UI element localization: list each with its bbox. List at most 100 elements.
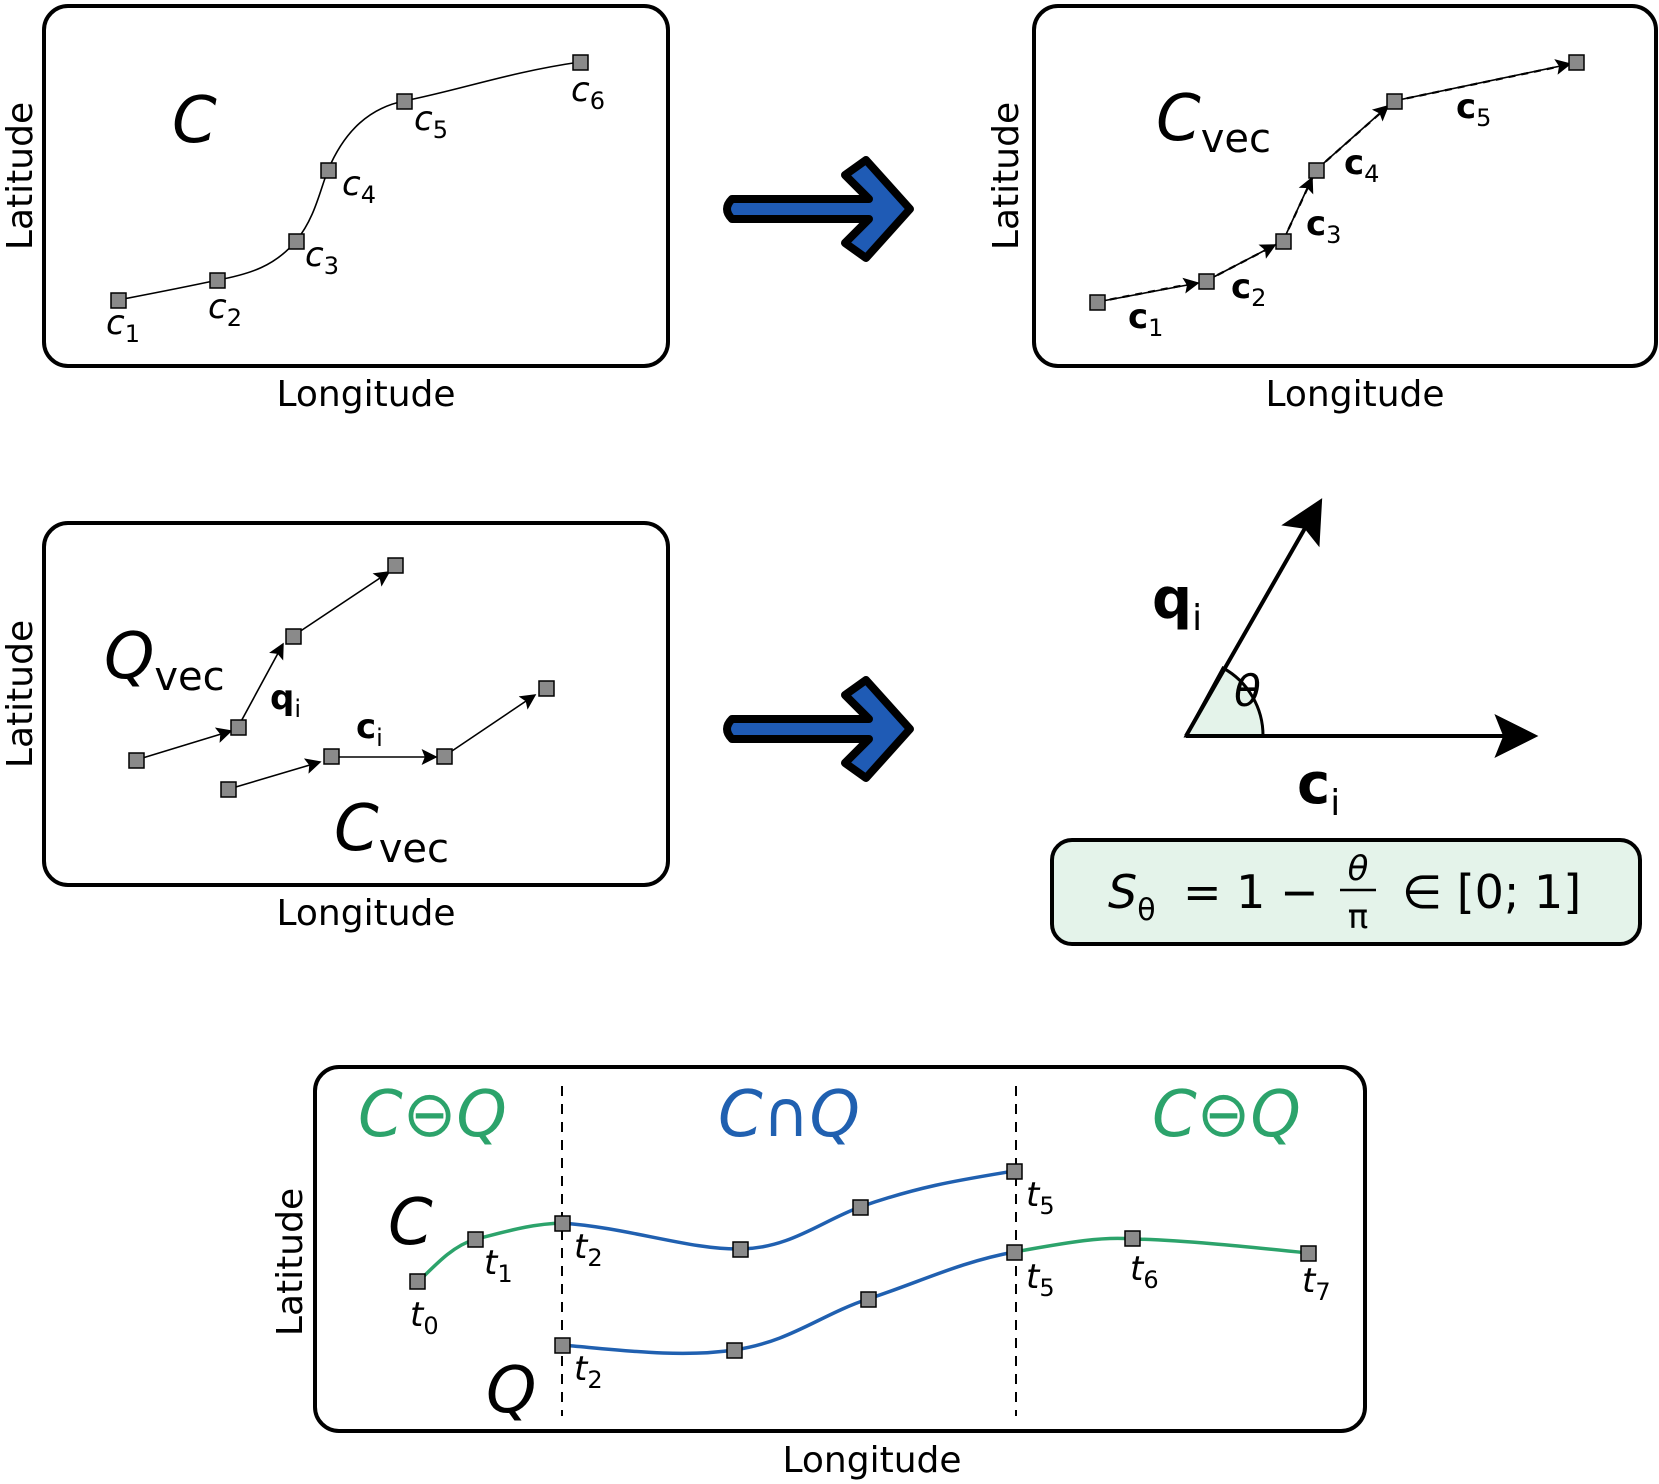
panel-overlap-regions: Latitude Longitude C⊖Q C∩Q C⊖Q C Q t0 t1… bbox=[270, 1065, 1367, 1481]
trajectory-point bbox=[409, 1273, 426, 1290]
formula-box bbox=[1050, 838, 1642, 946]
trajectory-point bbox=[572, 54, 589, 71]
trajectory-point bbox=[1006, 1244, 1023, 1261]
vector-label: c3 bbox=[1306, 204, 1341, 249]
formula-numerator: θ bbox=[1348, 849, 1369, 889]
point-label: t6 bbox=[1130, 1249, 1159, 1294]
x-axis-label: Longitude bbox=[276, 374, 455, 415]
ci-label: ci bbox=[1297, 752, 1340, 824]
curve-q-label: Q bbox=[486, 1354, 536, 1428]
formula-lhs: Sθ bbox=[1108, 865, 1156, 928]
candidate-vector bbox=[445, 694, 537, 756]
trajectory-q-overlap bbox=[561, 1250, 1015, 1356]
trajectory-vector bbox=[1096, 277, 1200, 303]
formula-range: ∈ [0; 1] bbox=[1402, 865, 1581, 919]
vector-label: c1 bbox=[1128, 297, 1163, 342]
candidate-vectors-label: Cvec bbox=[334, 792, 449, 872]
vector-label: c4 bbox=[1344, 143, 1379, 188]
point-label: t2 bbox=[574, 1227, 603, 1272]
point-label: c1 bbox=[106, 303, 140, 348]
formula-eq: = 1 − bbox=[1183, 865, 1319, 919]
similarity-formula: Sθ = 1 − θ π ∈ [0; 1] bbox=[1108, 849, 1581, 937]
vector-label: c5 bbox=[1456, 87, 1491, 132]
point-label: t0 bbox=[410, 1295, 439, 1340]
panel-frame bbox=[313, 1065, 1367, 1433]
panel-frame bbox=[1032, 4, 1658, 368]
vector-label: c2 bbox=[1231, 267, 1266, 312]
panel-trajectory: Latitude Longitude C c1 c2 c3 c4 c5 c6 bbox=[0, 4, 670, 415]
query-point bbox=[387, 557, 404, 574]
transform-arrow-icon bbox=[723, 156, 914, 262]
trajectory-point bbox=[209, 272, 226, 289]
trajectory-point bbox=[396, 93, 413, 110]
y-axis-label: Latitude bbox=[0, 102, 41, 250]
candidate-vector bbox=[228, 758, 322, 790]
theta-label: θ bbox=[1234, 666, 1261, 717]
candidate-point bbox=[436, 748, 453, 765]
point-label: t7 bbox=[1302, 1261, 1331, 1306]
query-vector bbox=[135, 727, 233, 761]
point-label: t2 bbox=[574, 1349, 603, 1394]
y-axis-label: Latitude bbox=[986, 102, 1027, 250]
point-label: c2 bbox=[208, 287, 242, 332]
x-axis-label: Longitude bbox=[782, 1440, 961, 1481]
trajectory-point bbox=[1275, 233, 1292, 250]
x-axis-label: Longitude bbox=[276, 893, 455, 934]
trajectory-point bbox=[726, 1342, 743, 1359]
query-point bbox=[128, 752, 145, 769]
query-vector bbox=[292, 571, 391, 637]
point-label: t5 bbox=[1026, 1257, 1055, 1302]
formula-denominator: π bbox=[1348, 897, 1368, 937]
trajectory-vector bbox=[1282, 176, 1314, 242]
point-label: c5 bbox=[414, 99, 448, 144]
point-label: t1 bbox=[484, 1243, 513, 1288]
angle-sector bbox=[1183, 665, 1265, 738]
trajectory-vector bbox=[1315, 104, 1390, 171]
query-point bbox=[285, 628, 302, 645]
region-label-difference-left: C⊖Q bbox=[358, 1078, 507, 1152]
y-axis-label: Latitude bbox=[270, 1188, 311, 1336]
trajectory-point bbox=[1006, 1163, 1023, 1180]
panel-angle-similarity: θ qi ci Sθ = 1 − θ π ∈ [0; 1] bbox=[1050, 498, 1642, 946]
trajectory-point bbox=[1198, 273, 1215, 290]
trajectory-point bbox=[554, 1337, 571, 1354]
y-axis-label: Latitude bbox=[0, 620, 41, 768]
trajectory-point bbox=[852, 1199, 869, 1216]
panel-vectorized: Latitude Longitude Cvec c1 c2 c3 c4 c5 bbox=[986, 4, 1658, 415]
curve-c-label: C bbox=[388, 1186, 433, 1260]
trajectory-point bbox=[860, 1291, 877, 1308]
trajectory-point bbox=[554, 1215, 571, 1232]
trajectory-point bbox=[467, 1231, 484, 1248]
trajectory-title: C bbox=[172, 84, 217, 158]
panel-vector-comparison: Latitude Longitude Qvec Cvec qi ci bbox=[0, 521, 670, 934]
vectorized-title: Cvec bbox=[1156, 82, 1271, 162]
panel-frame bbox=[42, 4, 670, 368]
trajectory-point bbox=[320, 162, 337, 179]
transform-arrow-icon bbox=[723, 676, 914, 782]
region-label-intersection: C∩Q bbox=[718, 1078, 860, 1152]
qi-label: qi bbox=[1152, 567, 1202, 639]
trajectory-point bbox=[1124, 1230, 1141, 1247]
query-vectors-label: Qvec bbox=[104, 620, 225, 700]
candidate-point bbox=[220, 781, 237, 798]
trajectory-vector bbox=[1393, 59, 1572, 102]
query-point bbox=[230, 719, 247, 736]
trajectory-point bbox=[1386, 93, 1403, 110]
point-label: c3 bbox=[305, 235, 339, 280]
trajectory-point bbox=[1568, 54, 1585, 71]
trajectory-point bbox=[110, 292, 127, 309]
trajectory-c-overlap bbox=[561, 1169, 1015, 1251]
x-axis-label: Longitude bbox=[1265, 374, 1444, 415]
trajectory-point bbox=[1300, 1245, 1317, 1262]
point-label: t5 bbox=[1026, 1175, 1055, 1220]
trajectory-point bbox=[1089, 294, 1106, 311]
point-label: c4 bbox=[342, 164, 376, 209]
qi-label: qi bbox=[270, 678, 301, 723]
candidate-point bbox=[538, 680, 555, 697]
ci-label: ci bbox=[356, 707, 383, 752]
point-label: c6 bbox=[571, 70, 605, 115]
qi-arrow bbox=[1184, 498, 1323, 737]
query-vector bbox=[237, 642, 284, 728]
trajectory-point bbox=[732, 1241, 749, 1258]
